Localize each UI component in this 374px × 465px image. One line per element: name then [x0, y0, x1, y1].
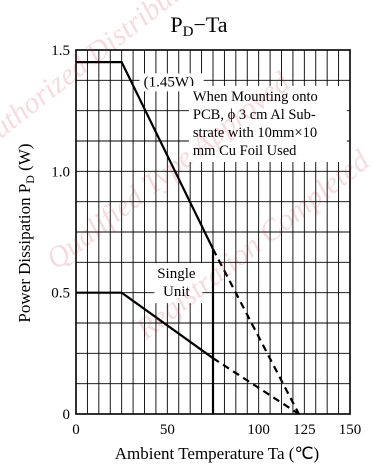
- chart-marks: [76, 61, 300, 415]
- chart-title: PD−Ta: [170, 12, 227, 40]
- x-axis-label: Ambient Temperature Ta (℃): [115, 444, 319, 463]
- y-axis-label: Power Dissipation PD (W): [15, 143, 37, 322]
- x-tick-label: 100: [247, 422, 270, 438]
- annotations: (1.45W)When Mounting onto PCB, ϕ 3 cm Al …: [139, 73, 347, 304]
- tick-labels: 0 50 100 125 150 0 0.5 1.0 1.5: [51, 43, 361, 438]
- annotation-1.45w: (1.45W): [144, 74, 194, 90]
- chart-title-sub: D: [183, 24, 194, 40]
- y-tick-label: 0.5: [51, 286, 70, 302]
- y-axis-label-main: Power Dissipation P: [15, 184, 34, 323]
- x-tick-label: 50: [160, 422, 175, 438]
- annotation-1.45w-background: [139, 73, 204, 92]
- annotation-mounting-note-line: mm Cu Foil Used: [193, 143, 297, 159]
- annotation-single-unit-line: Unit: [163, 284, 191, 300]
- plot-frame: [75, 49, 351, 415]
- y-tick-label: 1.5: [51, 43, 70, 59]
- y-axis-label-sub: D: [23, 175, 37, 184]
- annotation-single-unit-line: Single: [157, 266, 196, 282]
- annotation-single-unit-background: [154, 263, 203, 304]
- y-tick-label: 0: [63, 407, 71, 423]
- annotation-mounting-note-background: [188, 85, 347, 162]
- chart-title-main: P: [170, 12, 182, 37]
- annotation-mounting-note-line: PCB, ϕ 3 cm Al Sub-: [193, 107, 316, 123]
- chart-title-suffix: −Ta: [194, 12, 228, 37]
- series-line-dashed-1: [212, 248, 300, 415]
- x-tick-label: 0: [72, 422, 80, 438]
- series-line-solid-2: [76, 291, 214, 360]
- annotation-mounting-note-line: When Mounting onto: [193, 89, 318, 105]
- series-line-solid-1: [76, 61, 214, 250]
- y-tick-label: 1.0: [51, 164, 70, 180]
- series-line-dashed-2: [212, 357, 300, 415]
- x-tick-label: 125: [293, 422, 316, 438]
- x-tick-label: 150: [339, 422, 362, 438]
- annotation-mounting-note-line: strate with 10mm×10: [193, 125, 317, 141]
- y-axis-label-suffix: (W): [15, 143, 34, 175]
